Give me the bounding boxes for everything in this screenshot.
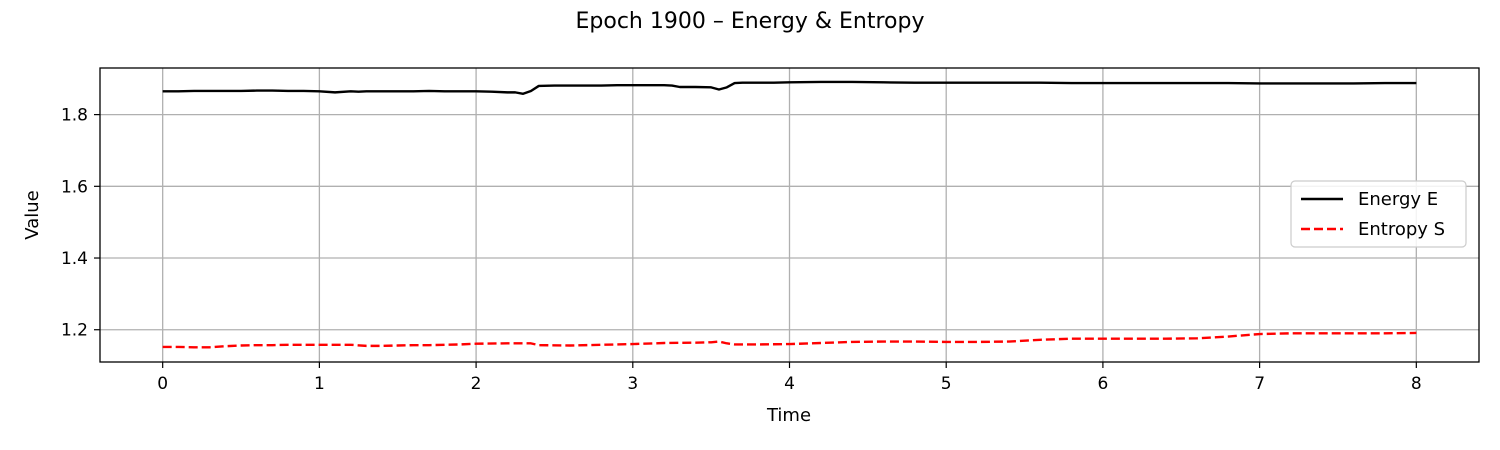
y-axis-ticks: 1.2 1.4 1.6 1.8 bbox=[61, 106, 100, 341]
x-tick-label: 6 bbox=[1097, 374, 1108, 394]
legend-label-entropy: Entropy S bbox=[1358, 219, 1445, 240]
y-tick-label: 1.2 bbox=[61, 321, 88, 341]
x-tick-label: 4 bbox=[784, 374, 795, 394]
x-tick-label: 2 bbox=[471, 374, 482, 394]
series-line-energy-e bbox=[162, 80, 1417, 96]
x-tick-label: 8 bbox=[1411, 374, 1422, 394]
grid bbox=[100, 68, 1479, 362]
x-tick-label: 0 bbox=[157, 374, 168, 394]
x-tick-label: 7 bbox=[1254, 374, 1265, 394]
legend: Energy E Entropy S bbox=[1290, 180, 1467, 248]
y-tick-label: 1.6 bbox=[61, 177, 88, 197]
chart-title: Epoch 1900 – Energy & Entropy bbox=[576, 9, 925, 34]
legend-label-energy: Energy E bbox=[1358, 189, 1438, 210]
series-line-entropy-s bbox=[162, 331, 1417, 349]
y-axis-label: Value bbox=[22, 190, 43, 239]
x-tick-label: 1 bbox=[314, 374, 325, 394]
x-tick-label: 5 bbox=[941, 374, 952, 394]
legend-box bbox=[1290, 180, 1467, 248]
y-tick-label: 1.4 bbox=[61, 249, 88, 269]
x-axis-ticks: 0 1 2 3 4 5 6 7 8 bbox=[157, 362, 1422, 394]
x-axis-label: Time bbox=[766, 405, 811, 426]
y-tick-label: 1.8 bbox=[61, 106, 88, 126]
x-tick-label: 3 bbox=[627, 374, 638, 394]
plot-lines bbox=[162, 80, 1417, 349]
